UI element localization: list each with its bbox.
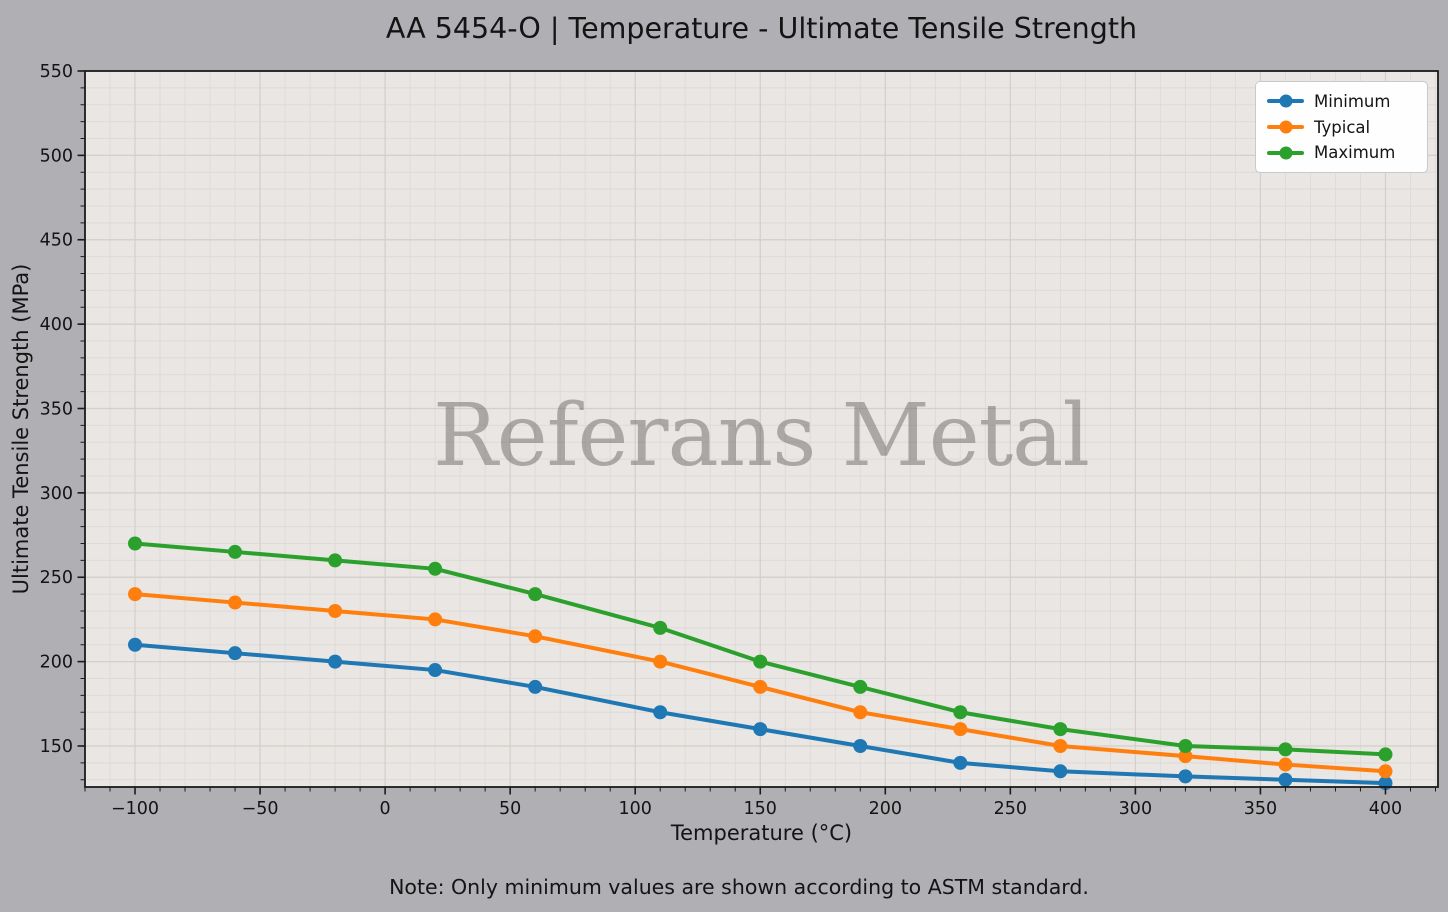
y-axis-label: Ultimate Tensile Strength (MPa) [9, 263, 33, 595]
data-point-minimum [953, 755, 968, 770]
typical-series-swatch-icon [1267, 120, 1304, 134]
data-point-typical [1378, 764, 1393, 779]
data-point-minimum [1278, 772, 1293, 787]
y-tick-label: 150 [40, 737, 73, 757]
data-point-typical [228, 595, 243, 610]
x-tick-label: −50 [242, 799, 279, 819]
data-point-minimum [853, 738, 868, 753]
x-tick-label: 400 [1369, 799, 1402, 819]
axes-spines [84, 70, 1439, 788]
x-tick-label: 50 [499, 799, 521, 819]
x-tick-label: 200 [869, 799, 902, 819]
data-point-minimum [528, 679, 543, 694]
data-point-typical [753, 679, 768, 694]
data-point-typical [128, 587, 143, 602]
data-point-minimum [128, 637, 143, 652]
x-axis-label: Temperature (°C) [670, 821, 853, 845]
legend: Minimum Typical Maximum [1255, 81, 1428, 173]
x-tick-label: 100 [619, 799, 652, 819]
y-tick-label: 300 [40, 484, 73, 504]
data-point-maximum [228, 544, 243, 559]
data-point-typical [653, 654, 668, 669]
data-point-minimum [428, 663, 443, 678]
legend-item-minimum: Minimum [1267, 92, 1416, 111]
legend-label: Maximum [1314, 143, 1396, 163]
legend-item-maximum: Maximum [1267, 143, 1416, 162]
y-tick-label: 350 [40, 399, 73, 419]
data-point-maximum [1278, 742, 1293, 757]
footnote: Note: Only minimum values are shown acco… [389, 875, 1089, 899]
y-tick-label: 200 [40, 653, 73, 673]
data-point-typical [1053, 738, 1068, 753]
data-point-typical [428, 612, 443, 627]
data-point-typical [528, 629, 543, 644]
data-point-maximum [1053, 722, 1068, 737]
y-tick-label: 450 [40, 231, 73, 251]
y-tick-label: 400 [40, 315, 73, 335]
data-point-maximum [1378, 747, 1393, 762]
data-point-minimum [328, 654, 343, 669]
data-point-minimum [1053, 764, 1068, 779]
x-tick-label: 150 [744, 799, 777, 819]
legend-item-typical: Typical [1267, 118, 1416, 137]
data-point-minimum [228, 646, 243, 661]
data-point-maximum [853, 679, 868, 694]
data-point-typical [853, 705, 868, 720]
data-point-maximum [528, 587, 543, 602]
x-tick-label: 300 [1119, 799, 1152, 819]
y-tick-label: 500 [40, 146, 73, 166]
data-point-minimum [753, 722, 768, 737]
minimum-series-swatch-icon [1267, 94, 1304, 108]
data-point-typical [953, 722, 968, 737]
x-tick-label: 250 [994, 799, 1027, 819]
data-point-maximum [1178, 738, 1193, 753]
data-point-typical [1178, 749, 1193, 764]
y-tick-label: 550 [40, 62, 73, 82]
x-tick-label: 350 [1244, 799, 1277, 819]
x-tick-label: 0 [380, 799, 391, 819]
data-point-typical [328, 603, 343, 618]
chart-title: AA 5454-O | Temperature - Ultimate Tensi… [385, 12, 1138, 45]
data-point-maximum [953, 705, 968, 720]
data-point-maximum [328, 553, 343, 568]
y-tick-label: 250 [40, 568, 73, 588]
data-point-maximum [428, 561, 443, 576]
data-point-typical [1278, 757, 1293, 772]
legend-label: Typical [1314, 117, 1371, 137]
legend-label: Minimum [1314, 91, 1391, 111]
data-point-maximum [653, 620, 668, 635]
x-tick-label: −100 [111, 799, 159, 819]
data-point-maximum [128, 536, 143, 551]
data-point-minimum [653, 705, 668, 720]
data-point-minimum [1178, 769, 1193, 784]
data-point-maximum [753, 654, 768, 669]
maximum-series-swatch-icon [1267, 146, 1304, 160]
